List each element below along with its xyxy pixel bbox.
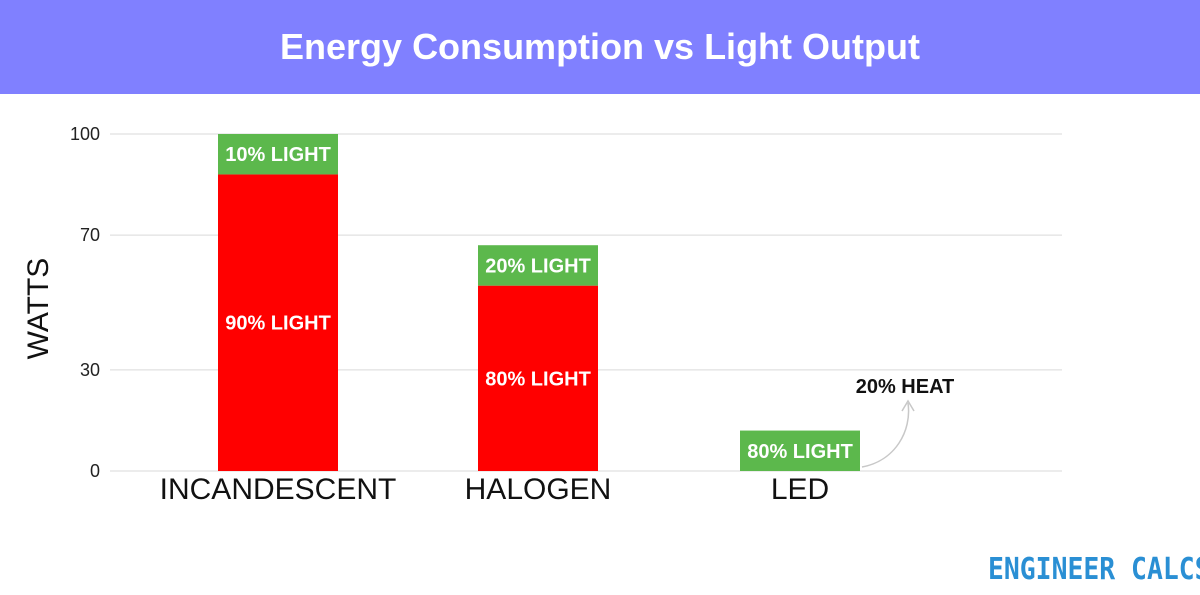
- brand-logo: ENGINEER CALCS: [988, 552, 1200, 587]
- title-bar: Energy Consumption vs Light Output: [0, 0, 1200, 94]
- bar-green-led: [740, 430, 860, 471]
- data-label: 10% LIGHT: [225, 144, 331, 166]
- bar-red-halogen: [478, 285, 598, 471]
- bar-green-incandescent: [218, 134, 338, 175]
- data-label: 80% LIGHT: [747, 441, 853, 463]
- y-tick-label: 100: [70, 124, 100, 144]
- bar-red-incandescent: [218, 174, 338, 471]
- y-axis-label: WATTS: [22, 258, 55, 360]
- x-tick-label: INCANDESCENT: [160, 473, 397, 506]
- y-tick-label: 30: [80, 360, 100, 380]
- data-label: 90% LIGHT: [225, 313, 331, 335]
- x-tick-label: LED: [771, 473, 829, 506]
- y-tick-label: 0: [90, 461, 100, 481]
- x-tick-label: HALOGEN: [465, 473, 612, 506]
- data-label: 80% LIGHT: [485, 368, 591, 390]
- brand-logo-word-1: ENGINEER: [988, 552, 1132, 587]
- bar-green-halogen: [478, 245, 598, 286]
- annotation-arrowhead: [901, 399, 915, 412]
- annotation-text: 20% HEAT: [856, 376, 955, 398]
- y-tick-label: 70: [80, 225, 100, 245]
- chart-title: Energy Consumption vs Light Output: [280, 26, 920, 67]
- annotation-arrow: [861, 402, 910, 468]
- data-label: 20% LIGHT: [485, 255, 591, 277]
- chart-area: 100 70 30 0 WATTS 10% LIGHT 90% LIGHT 20% LIGHT…: [22, 124, 1062, 506]
- brand-logo-word-2: CALCS: [1131, 552, 1200, 587]
